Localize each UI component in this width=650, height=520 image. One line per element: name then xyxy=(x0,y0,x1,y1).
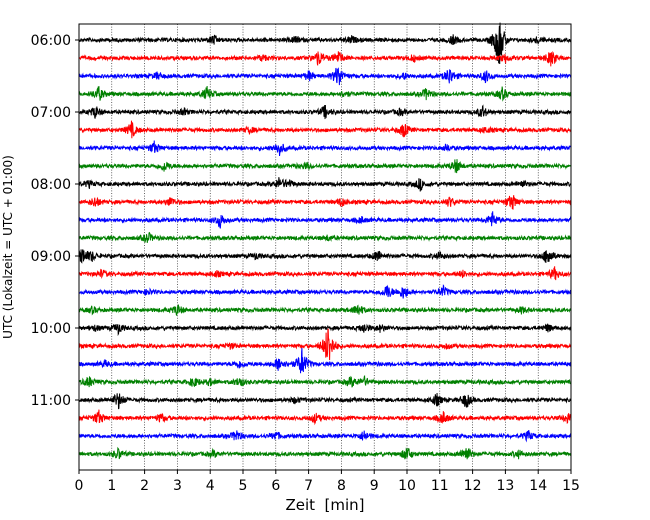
x-tick-label: 7 xyxy=(304,478,313,494)
trace-1115 xyxy=(78,409,572,426)
trace-0815 xyxy=(78,195,571,210)
trace-0630 xyxy=(78,67,572,86)
trace-0730 xyxy=(78,140,572,156)
y-tick-label: 07:00 xyxy=(31,105,71,121)
x-tick-label: 11 xyxy=(431,478,449,494)
y-tick-label: 06:00 xyxy=(31,33,71,49)
trace-0900 xyxy=(78,249,572,264)
x-tick-label: 3 xyxy=(173,478,182,494)
trace-1045 xyxy=(78,374,572,388)
trace-0800 xyxy=(78,177,572,192)
x-tick-label: 5 xyxy=(239,478,248,494)
x-tick-label: 4 xyxy=(206,478,215,494)
trace-1145 xyxy=(78,446,572,460)
y-axis-label: UTC (Lokalzeit = UTC + 01:00) xyxy=(1,155,15,339)
x-tick-label: 9 xyxy=(370,478,379,494)
x-tick-label: 13 xyxy=(496,478,514,494)
trace-0645 xyxy=(78,85,572,102)
y-tick-label: 08:00 xyxy=(31,177,71,193)
x-tick-label: 8 xyxy=(337,478,346,494)
x-tick-label: 10 xyxy=(398,478,416,494)
trace-1130 xyxy=(78,430,572,443)
x-tick-label: 6 xyxy=(271,478,280,494)
trace-0845 xyxy=(78,231,572,243)
trace-1015 xyxy=(78,328,572,361)
trace-0600 xyxy=(78,22,572,64)
trace-0700 xyxy=(78,104,572,120)
x-axis-ticks: 0 1 2 3 4 5 6 7 8 9 10 11 12 13 14 15 xyxy=(75,470,580,494)
trace-0915 xyxy=(78,266,572,281)
y-axis-ticks: 06:00 07:00 08:00 09:00 10:00 11:00 xyxy=(31,33,79,409)
trace-0930 xyxy=(78,284,572,299)
x-tick-label: 15 xyxy=(562,478,580,494)
trace-1030 xyxy=(78,348,572,374)
y-tick-label: 09:00 xyxy=(31,249,71,265)
trace-0715 xyxy=(78,120,572,139)
x-tick-label: 2 xyxy=(140,478,149,494)
trace-0945 xyxy=(78,304,572,316)
y-tick-label: 10:00 xyxy=(31,321,71,337)
trace-lines xyxy=(78,22,572,460)
trace-0830 xyxy=(78,211,572,229)
x-tick-label: 1 xyxy=(107,478,116,494)
x-tick-label: 12 xyxy=(464,478,482,494)
x-tick-label: 0 xyxy=(75,478,84,494)
trace-1000 xyxy=(78,323,572,337)
plot-frame xyxy=(78,23,572,471)
y-tick-label: 11:00 xyxy=(31,393,71,409)
trace-0745 xyxy=(78,159,571,174)
x-axis-label: Zeit [min] xyxy=(285,496,364,514)
trace-0615 xyxy=(78,50,572,67)
x-tick-label: 14 xyxy=(529,478,547,494)
trace-1100 xyxy=(78,393,571,410)
